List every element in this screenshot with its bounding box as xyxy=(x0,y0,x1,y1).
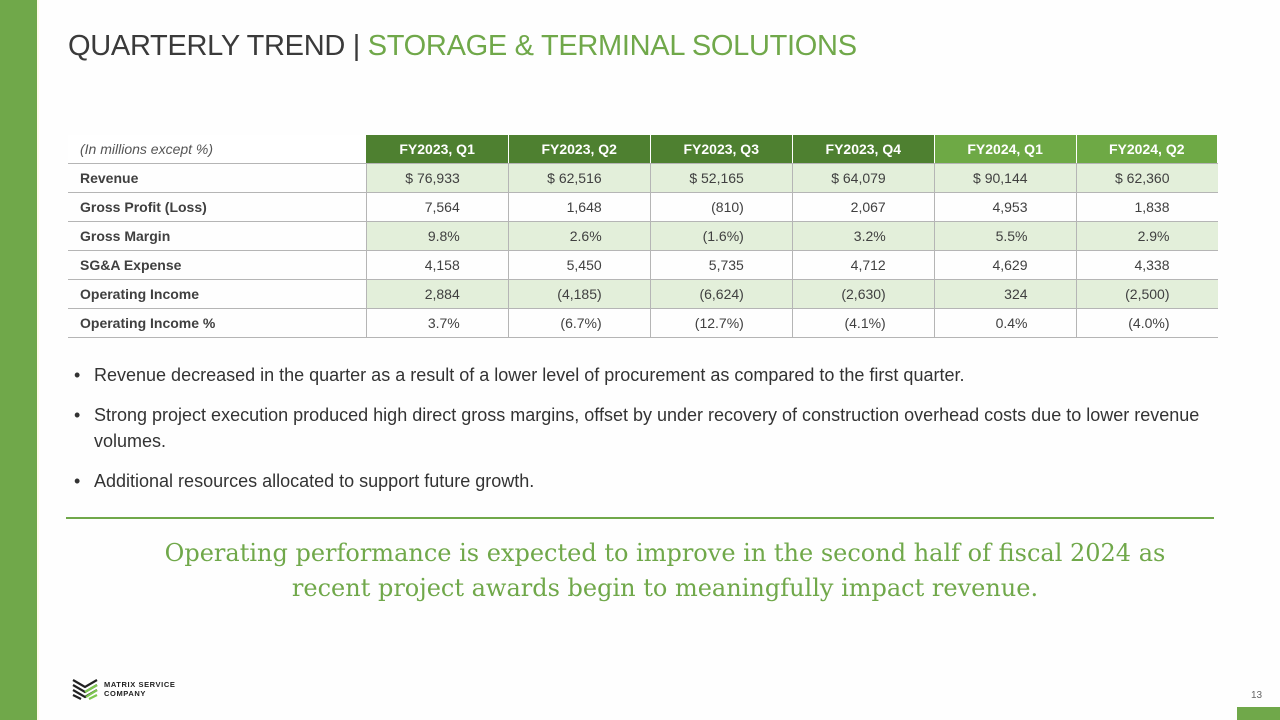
table-cell: 7,564 xyxy=(365,192,509,222)
table-cell: 4,953 xyxy=(933,192,1077,222)
table-cell: $ 62,516 xyxy=(507,163,651,193)
page-title: QUARTERLY TREND | STORAGE & TERMINAL SOL… xyxy=(68,30,857,63)
table-cell: 2,067 xyxy=(791,192,935,222)
table-cell: (1.6%) xyxy=(649,221,793,251)
units-label: (In millions except %) xyxy=(68,135,367,164)
financial-table: (In millions except %) FY2023, Q1 FY2023… xyxy=(68,135,1219,338)
table-row: Operating Income % 3.7% (6.7%) (12.7%) (… xyxy=(68,308,1218,338)
column-header: FY2024, Q2 xyxy=(1076,135,1219,164)
table-cell: 1,838 xyxy=(1075,192,1218,222)
title-main: QUARTERLY TREND | xyxy=(68,30,368,62)
table-cell: (4.1%) xyxy=(791,308,935,338)
logo-line-1: MATRIX SERVICE xyxy=(104,680,176,689)
column-header: FY2023, Q1 xyxy=(366,135,509,164)
table-cell: $ 76,933 xyxy=(365,163,509,193)
row-label: Operating Income % xyxy=(68,308,367,338)
table-header-row: (In millions except %) FY2023, Q1 FY2023… xyxy=(68,135,1219,164)
table-cell: $ 90,144 xyxy=(933,163,1077,193)
bullet-item: • Additional resources allocated to supp… xyxy=(74,468,1224,494)
table-cell: 5.5% xyxy=(933,221,1077,251)
table-cell: 5,735 xyxy=(649,250,793,280)
bullet-list: • Revenue decreased in the quarter as a … xyxy=(74,362,1224,508)
table-cell: 2.9% xyxy=(1075,221,1218,251)
page-number: 13 xyxy=(1251,690,1263,701)
row-label: Revenue xyxy=(68,163,367,193)
table-cell: $ 64,079 xyxy=(791,163,935,193)
bullet-item: • Revenue decreased in the quarter as a … xyxy=(74,362,1224,388)
left-accent-edge xyxy=(37,0,39,720)
column-header: FY2023, Q3 xyxy=(650,135,793,164)
row-label: SG&A Expense xyxy=(68,250,367,280)
column-header: FY2023, Q4 xyxy=(792,135,935,164)
table-cell: 3.7% xyxy=(365,308,509,338)
company-logo: MATRIX SERVICE COMPANY xyxy=(72,677,175,701)
table-cell: 3.2% xyxy=(791,221,935,251)
table-cell: 4,158 xyxy=(365,250,509,280)
table-cell: 4,712 xyxy=(791,250,935,280)
table-row: SG&A Expense 4,158 5,450 5,735 4,712 4,6… xyxy=(68,250,1218,280)
bullet-icon: • xyxy=(74,365,81,385)
logo-line-2: COMPANY xyxy=(104,689,146,698)
table-cell: (2,500) xyxy=(1075,279,1218,309)
callout-text: Operating performance is expected to imp… xyxy=(164,539,1166,602)
table-cell: (4,185) xyxy=(507,279,651,309)
table-cell: 1,648 xyxy=(507,192,651,222)
table-cell: 4,338 xyxy=(1075,250,1218,280)
table-cell: 324 xyxy=(933,279,1077,309)
bullet-icon: • xyxy=(74,405,81,425)
left-accent-bar xyxy=(0,0,37,720)
table-row: Revenue $ 76,933 $ 62,516 $ 52,165 $ 64,… xyxy=(68,163,1218,193)
table-cell: 5,450 xyxy=(507,250,651,280)
table-cell: 0.4% xyxy=(933,308,1077,338)
matrix-logo-icon xyxy=(72,679,98,700)
table-cell: $ 52,165 xyxy=(649,163,793,193)
table-row: Operating Income 2,884 (4,185) (6,624) (… xyxy=(68,279,1218,309)
bullet-text: Additional resources allocated to suppor… xyxy=(94,471,535,491)
table-row: Gross Margin 9.8% 2.6% (1.6%) 3.2% 5.5% … xyxy=(68,221,1218,251)
table-cell: (810) xyxy=(649,192,793,222)
table-cell: (6.7%) xyxy=(507,308,651,338)
table-row: Gross Profit (Loss) 7,564 1,648 (810) 2,… xyxy=(68,192,1218,222)
table-cell: 2.6% xyxy=(507,221,651,251)
bullet-text: Strong project execution produced high d… xyxy=(94,405,1200,451)
bullet-item: • Strong project execution produced high… xyxy=(74,402,1224,454)
table-cell: (2,630) xyxy=(791,279,935,309)
table-cell: 4,629 xyxy=(933,250,1077,280)
table-cell: 2,884 xyxy=(365,279,509,309)
title-accent: STORAGE & TERMINAL SOLUTIONS xyxy=(367,30,857,62)
table-cell: (12.7%) xyxy=(649,308,793,338)
table-cell: (4.0%) xyxy=(1075,308,1218,338)
table-cell: (6,624) xyxy=(649,279,793,309)
logo-text: MATRIX SERVICE COMPANY xyxy=(104,680,175,698)
bullet-icon: • xyxy=(74,471,81,491)
table-cell: $ 62,360 xyxy=(1075,163,1218,193)
section-divider xyxy=(66,517,1214,519)
table-cell: 9.8% xyxy=(365,221,509,251)
row-label: Gross Margin xyxy=(68,221,367,251)
corner-accent xyxy=(1237,707,1280,720)
row-label: Gross Profit (Loss) xyxy=(68,192,367,222)
row-label: Operating Income xyxy=(68,279,367,309)
column-header: FY2023, Q2 xyxy=(508,135,651,164)
bullet-text: Revenue decreased in the quarter as a re… xyxy=(94,365,965,385)
column-header: FY2024, Q1 xyxy=(934,135,1077,164)
